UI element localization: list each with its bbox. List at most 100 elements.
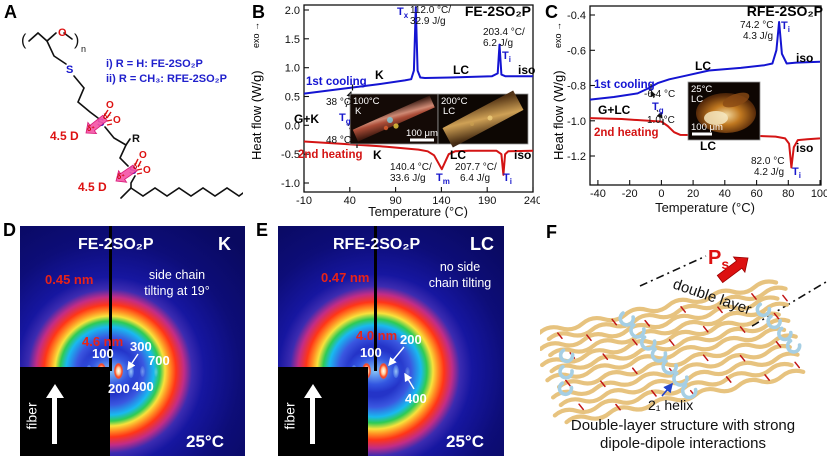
series-label-i: i) R = H: FE-2SO₂P <box>106 58 203 70</box>
b-phase-heat-iso: iso <box>514 148 531 162</box>
e-phase-label: LC <box>470 234 494 254</box>
e-index-100: 100 <box>360 345 382 360</box>
svg-text:2.0: 2.0 <box>285 5 300 17</box>
c-inset-scale-label: 100 μm <box>691 122 723 133</box>
dipole-dashes <box>557 293 801 411</box>
svg-text:100: 100 <box>811 188 827 200</box>
svg-text:-0.4: -0.4 <box>567 10 586 22</box>
ps-label: Ps <box>708 247 729 272</box>
svg-text:-0.6: -0.6 <box>567 45 586 57</box>
d-note: side chain tilting at 19° <box>144 268 210 298</box>
helix-callout-arrow <box>661 382 674 397</box>
e-fiber-arrow-shaft <box>310 398 315 444</box>
c-ti-heat-temp: 82.0 °C <box>751 156 784 167</box>
d-fiber-arrow-shaft <box>52 398 57 444</box>
panel-letter-e: E <box>256 220 269 240</box>
c-ti-heat-label: Ti <box>792 166 801 180</box>
c-pom-inset: 25°C LC 100 μm <box>687 81 761 141</box>
f-caption-line1: Double-layer structure with strong <box>571 417 795 434</box>
b-tm-enthalpy: 33.6 J/g <box>390 173 426 184</box>
s-thioether: S <box>66 64 73 76</box>
e-fiber-arrow-head <box>303 384 322 398</box>
e-note: no side chain tilting <box>428 260 492 290</box>
panel-b-dsc: 2.0 1.5 1.0 0.5 0.0 -0.5 -1.0 -10 40 90 … <box>281 3 540 218</box>
svg-text:90: 90 <box>389 195 401 207</box>
c-tg-label: Tg <box>652 101 664 115</box>
b-phase-cool-iso: iso <box>518 63 535 77</box>
panel-f-schematic: Ps double layer 2₁ helix Double-layer st… <box>540 247 827 452</box>
panel-letter-b: B <box>252 2 265 22</box>
d-ring-spacing: 0.45 nm <box>45 272 94 287</box>
svg-text:-20: -20 <box>622 188 638 200</box>
svg-text:40: 40 <box>719 188 731 200</box>
double-layer-guides <box>639 255 827 327</box>
svg-text:80: 80 <box>782 188 794 200</box>
d-index-400: 400 <box>132 379 154 394</box>
f-caption-line2: dipole-dipole interactions <box>600 435 766 452</box>
d-saxs-arc-right3 <box>140 366 145 377</box>
dipole-arrow-1 <box>85 114 108 134</box>
b-phase-cool-lc: LC <box>453 63 469 77</box>
svg-text:-1.0: -1.0 <box>281 178 300 190</box>
delta-plus-2: δ⁺ <box>117 173 125 181</box>
b-title: FE-2SO₂P <box>465 3 531 19</box>
panel-letter-c: C <box>545 2 558 22</box>
b-plot-frame <box>303 4 534 193</box>
svg-text:-40: -40 <box>590 188 606 200</box>
svg-text:20: 20 <box>687 188 699 200</box>
sulfonyl-double-bonds <box>103 109 143 175</box>
b-phase-cool-k: K <box>375 68 384 82</box>
c-inset-phase: LC <box>691 94 703 105</box>
e-saxs-arc-400 <box>405 367 410 377</box>
c-tg-heat-value: 1.0 °C <box>647 115 675 126</box>
d-fiber-label: fiber <box>23 402 40 430</box>
d-index-100: 100 <box>92 346 114 361</box>
svg-text:0: 0 <box>658 188 664 200</box>
e-ring-spacing: 0.47 nm <box>321 270 370 285</box>
svg-text:-10: -10 <box>296 195 312 207</box>
b-ti-cool-label: Ti <box>502 50 511 64</box>
e-temperature: 25°C <box>446 432 484 451</box>
b-ti-heat-label: Ti <box>503 172 512 186</box>
d-index-200: 200 <box>108 381 130 396</box>
d-phase-label: K <box>218 234 231 254</box>
c-phase-heat-iso: iso <box>796 141 813 155</box>
c-tg-arrow-cooling <box>650 90 657 99</box>
o-sulfonyl-1a: O <box>106 100 114 111</box>
c-title: RFE-2SO₂P <box>747 3 823 19</box>
o-atom: O <box>58 27 67 39</box>
b-inset-phase-2: LC <box>443 106 455 117</box>
d-beamstop <box>109 226 112 371</box>
panel-letter-f: F <box>546 222 557 242</box>
b-tx-enthalpy: 32.9 J/g <box>410 16 446 27</box>
d-index-300: 300 <box>130 339 152 354</box>
e-fiber-quadrant: fiber <box>278 367 368 456</box>
svg-text:140: 140 <box>432 195 450 207</box>
c-phase-cool-lc: LC <box>695 59 711 73</box>
c-ti-cool-enthalpy: 4.3 J/g <box>743 31 773 42</box>
panel-a-structure: ( ) n O S S O O S O O R δ⁻ δ⁺ δ⁻ δ⁺ 4.5 … <box>21 27 243 199</box>
d-fiber-quadrant: fiber <box>20 367 110 456</box>
svg-text:40: 40 <box>344 195 356 207</box>
c-tg-arrow-heating <box>656 109 663 119</box>
c-axis-ticks <box>590 14 821 185</box>
svg-text:60: 60 <box>750 188 762 200</box>
e-fiber-label: fiber <box>281 402 298 430</box>
e-saxs-spot-right <box>379 363 388 379</box>
helix-label: 2₁ helix <box>648 397 693 413</box>
svg-text:1.0: 1.0 <box>285 63 300 75</box>
panel-e-xrd: fiber RFE-2SO₂P LC no side chain tilting … <box>278 226 504 456</box>
svg-text:240: 240 <box>524 195 540 207</box>
r-group-label: R <box>132 133 140 145</box>
delta-plus-1: δ⁺ <box>87 125 95 133</box>
c-cooling-label: 1st cooling <box>594 79 655 91</box>
c-inset-scale-bar <box>692 132 712 136</box>
o-sulfonyl-1b: O <box>113 115 121 126</box>
svg-text:-1.2: -1.2 <box>567 151 586 163</box>
b-tick-labels: 2.0 1.5 1.0 0.5 0.0 -0.5 -1.0 -10 40 90 … <box>281 5 540 207</box>
e-title: RFE-2SO₂P <box>333 236 421 253</box>
b-phase-heat-lc: LC <box>450 148 466 162</box>
c-ti-cool-temp: 74.2 °C <box>740 20 773 31</box>
backbone-bonds <box>28 31 243 199</box>
panel-d-xrd: fiber FE-2SO₂P K side chain tilting at 19… <box>20 226 245 456</box>
